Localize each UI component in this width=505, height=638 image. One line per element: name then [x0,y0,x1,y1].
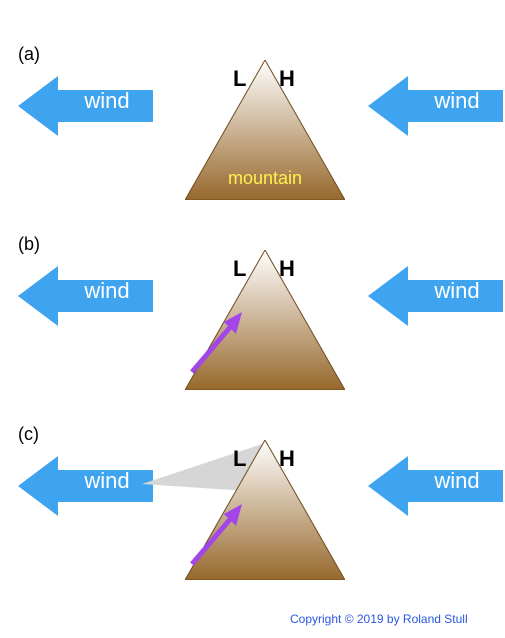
wind-arrow-right-a: wind [368,76,503,136]
arrow-shaft [408,470,503,502]
upslope-arrow-icon-b [180,298,260,378]
arrow-shaft [58,470,153,502]
panel-label-c: (c) [18,424,39,445]
panel-label-b: (b) [18,234,40,255]
arrow-head-icon [18,456,58,516]
copyright-text: Copyright © 2019 by Roland Stull [290,612,468,626]
wind-label: wind [412,468,502,494]
wind-label: wind [412,278,502,304]
high-pressure-label-c: H [279,446,295,472]
wind-arrow-right-b: wind [368,266,503,326]
wind-arrow-left-c: wind [18,456,153,516]
arrow-shaft [408,90,503,122]
panel-label-a: (a) [18,44,40,65]
wind-arrow-left-b: wind [18,266,153,326]
low-pressure-label-c: L [233,446,246,472]
wind-label: wind [412,88,502,114]
wind-arrow-left-a: wind [18,76,153,136]
wind-label: wind [62,278,152,304]
high-pressure-label-b: H [279,256,295,282]
diagram-stage: (a) wind wind L H mountain (b) wind wind… [0,0,505,638]
upslope-arrow-icon-c [180,490,260,570]
low-pressure-label-a: L [233,66,246,92]
arrow-shaft [58,90,153,122]
arrow-shaft [58,280,153,312]
arrow-shaft [408,280,503,312]
high-pressure-label-a: H [279,66,295,92]
arrow-head-icon [18,266,58,326]
arrow-head-icon [368,456,408,516]
wind-arrow-right-c: wind [368,456,503,516]
wind-label: wind [62,468,152,494]
mountain-label-a: mountain [185,168,345,189]
wind-label: wind [62,88,152,114]
low-pressure-label-b: L [233,256,246,282]
arrow-head-icon [368,76,408,136]
arrow-head-icon [368,266,408,326]
arrow-head-icon [18,76,58,136]
